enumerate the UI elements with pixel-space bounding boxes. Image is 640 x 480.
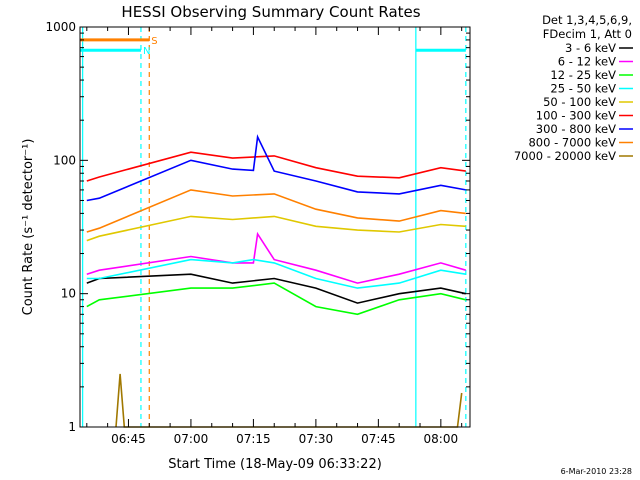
legend-label-2: 6 - 12 keV — [558, 55, 616, 69]
series-line-9 — [115, 373, 463, 428]
y-tick-label-1: 1 — [68, 420, 76, 434]
flag-label-1: S — [151, 36, 157, 47]
footer-date: 6-Mar-2010 23:28 — [561, 467, 632, 476]
series-line-6 — [86, 151, 466, 182]
x-axis-label: Start Time (18-May-09 06:33:22) — [168, 457, 382, 472]
legend-label-9: 7000 - 20000 keV — [514, 149, 616, 163]
legend-label-1: 3 - 6 keV — [565, 41, 616, 55]
chart-title: HESSI Observing Summary Count Rates — [121, 3, 420, 21]
series-line-4 — [86, 258, 466, 289]
x-tick-label-5: 07:45 — [361, 432, 396, 446]
x-tick-label-4: 07:30 — [299, 432, 334, 446]
series-line-8 — [86, 189, 466, 233]
x-tick-label-6: 08:00 — [424, 432, 459, 446]
legend-label-7: 300 - 800 keV — [536, 122, 616, 136]
flag-label-2: N — [143, 46, 150, 57]
series-line-1 — [86, 273, 466, 304]
y-tick-label-4: 1000 — [45, 20, 76, 34]
legend-label-8: 800 - 7000 keV — [528, 136, 616, 150]
legend-header-line-1: Det 1,3,4,5,6,9, — [542, 13, 632, 27]
x-tick-label-1: 06:45 — [111, 432, 146, 446]
plot-area: SN — [80, 27, 467, 428]
series-line-2 — [86, 231, 467, 284]
legend-label-6: 100 - 300 keV — [536, 109, 616, 123]
axes: 1 10 100 1000 06:45 07:00 07:15 07:30 07:45 08:00 — [45, 20, 470, 446]
legend-label-4: 25 - 50 keV — [550, 82, 616, 96]
y-tick-label-2: 10 — [61, 287, 76, 301]
legend-header-line-2: FDecim 1, Att 0 — [543, 27, 632, 41]
series-line-7 — [86, 134, 466, 202]
y-tick-label-3: 100 — [53, 153, 76, 167]
x-tick-label-3: 07:15 — [236, 432, 271, 446]
legend-label-3: 12 - 25 keV — [550, 68, 616, 82]
y-axis-label: Count Rate (s⁻¹ detector⁻¹) — [21, 139, 36, 316]
x-tick-label-2: 07:00 — [174, 432, 209, 446]
series-line-3 — [86, 282, 466, 316]
legend-label-5: 50 - 100 keV — [543, 95, 616, 109]
series-line-5 — [86, 215, 466, 242]
plot-frame — [79, 26, 471, 428]
